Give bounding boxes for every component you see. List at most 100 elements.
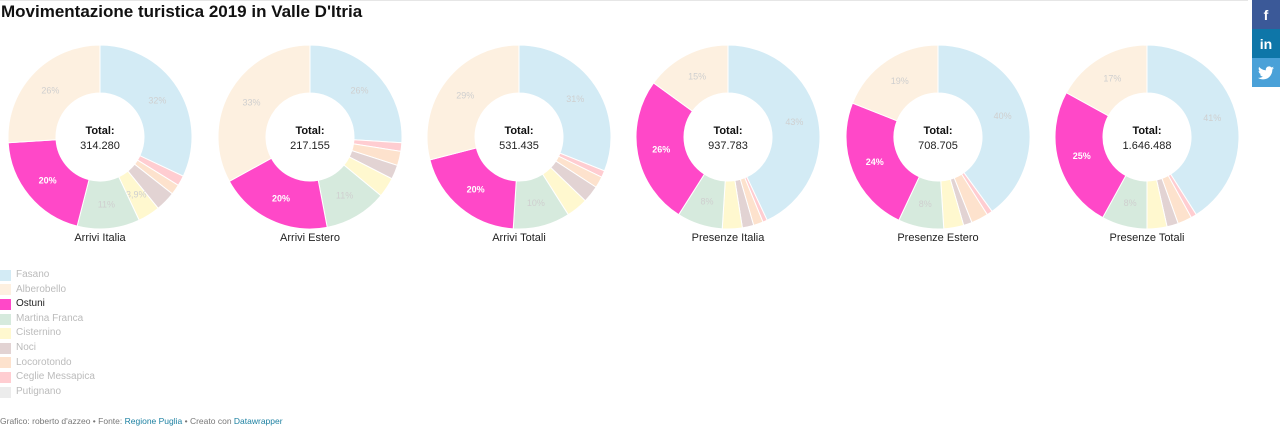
slice-alberobello[interactable] (426, 44, 520, 161)
legend-label: Fasano (16, 269, 50, 280)
footer-credit: Grafico: roberto d'azzeo • Fonte: (0, 416, 125, 426)
slice-fasano[interactable] (518, 44, 612, 172)
legend-swatch (0, 357, 11, 369)
slice-label: 15% (688, 71, 706, 81)
slice-label: 40% (994, 111, 1012, 121)
slice-label: 8% (700, 197, 713, 207)
total-value: 531.435 (499, 140, 539, 152)
legend-item-ostuni[interactable]: Ostuni (0, 297, 95, 312)
legend-label: Martina Franca (16, 312, 84, 324)
slice-label: 10% (527, 198, 545, 208)
slice-label: 20% (272, 194, 290, 204)
slice-label: 11% (336, 191, 353, 201)
total-value: 217.155 (290, 140, 330, 152)
donut-chart: 40% 8% 24% 19% Total: 708.705 Presenze Estero (845, 44, 1031, 244)
legend-swatch (0, 313, 11, 325)
twitter-icon (1258, 65, 1274, 79)
slice-label: 3,9% (126, 190, 147, 200)
slice-label: 31% (566, 94, 584, 104)
source-link[interactable]: Regione Puglia (124, 416, 183, 426)
slice-fasano[interactable] (99, 44, 193, 177)
slice-fasano[interactable] (727, 44, 821, 221)
legend: Fasano Alberobello Ostuni Martina Franca Cis… (0, 268, 95, 399)
legend-swatch (0, 298, 11, 310)
slice-ostuni[interactable] (845, 102, 920, 221)
legend-swatch (0, 371, 11, 383)
slice-ostuni[interactable] (1054, 91, 1127, 219)
social-share-bar: f in (1252, 0, 1280, 87)
datawrapper-link[interactable]: Datawrapper (233, 416, 283, 426)
slice-label: 20% (39, 175, 57, 185)
legend-item-putignano[interactable]: Putignano (0, 385, 95, 400)
total-label: Total: (295, 125, 324, 137)
legend-item-fasano[interactable]: Fasano (0, 268, 95, 283)
chart-title: Movimentazione turistica 2019 in Valle D… (1, 2, 363, 21)
slice-fasano[interactable] (1146, 44, 1240, 216)
slice-label: 26% (652, 145, 670, 155)
chart-subtitle: Arrivi Estero (280, 232, 340, 244)
linkedin-icon: in (1259, 35, 1273, 52)
donut-charts-area: 32% 3,9% 11% 20% 26% Total: 314.280 Arrivi Ital… (0, 32, 1248, 252)
legend-label: Cisternino (16, 327, 62, 339)
facebook-icon: f (1263, 6, 1269, 23)
total-value: 937.783 (708, 140, 748, 152)
total-value: 708.705 (918, 140, 958, 152)
donut-charts-svg: 32% 3,9% 11% 20% 26% Total: 314.280 Arrivi Ital… (7, 44, 1240, 244)
top-divider (0, 0, 1248, 1)
legend-label: Alberobello (16, 283, 67, 295)
facebook-share-button[interactable]: f (1252, 0, 1280, 29)
slice-label: 33% (242, 97, 260, 107)
legend-item-cisternino[interactable]: Cisternino (0, 326, 95, 341)
donut-chart: 43% 8% 26% 15% Total: 937.783 Presenze Italia (635, 44, 821, 244)
slice-alberobello[interactable] (1065, 44, 1148, 117)
slice-label: 43% (785, 117, 803, 127)
legend-swatch (0, 386, 11, 398)
legend-item-alberobello[interactable]: Alberobello (0, 283, 95, 298)
slice-label: 8% (1124, 198, 1137, 208)
donut-chart: 26% 11% 20% 33% Total: 217.155 Arrivi Estero (217, 44, 403, 244)
legend-item-martina-franca[interactable]: Martina Franca (0, 312, 95, 327)
legend-item-noci[interactable]: Noci (0, 341, 95, 356)
chart-subtitle: Presenze Estero (897, 232, 978, 244)
slice-fasano[interactable] (309, 44, 403, 144)
slice-label: 26% (351, 85, 369, 95)
slice-label: 20% (467, 184, 485, 194)
total-label: Total: (1132, 125, 1161, 137)
donut-chart: 41% 8% 25% 17% Total: 1.646.488 Presenze Total… (1054, 44, 1240, 244)
legend-label: Noci (16, 341, 37, 353)
legend-label: Ceglie Messapica (16, 371, 95, 383)
legend-swatch (0, 342, 11, 354)
legend-swatch (0, 284, 11, 296)
linkedin-share-button[interactable]: in (1252, 29, 1280, 58)
total-value: 1.646.488 (1123, 140, 1172, 152)
chart-subtitle: Presenze Totali (1109, 232, 1184, 244)
slice-ostuni[interactable] (635, 82, 706, 216)
twitter-share-button[interactable] (1252, 58, 1280, 87)
slice-alberobello[interactable] (652, 44, 729, 112)
slice-label: 25% (1073, 151, 1091, 161)
legend-item-locorotondo[interactable]: Locorotondo (0, 356, 95, 371)
footer: Grafico: roberto d'azzeo • Fonte: Region… (0, 416, 283, 426)
donut-chart: 31% 10% 20% 29% Total: 531.435 Arrivi Totali (426, 44, 612, 244)
slice-label: 32% (148, 96, 166, 106)
slice-label: 8% (919, 199, 932, 209)
total-label: Total: (713, 125, 742, 137)
chart-subtitle: Arrivi Totali (492, 232, 546, 244)
slice-alberobello[interactable] (217, 44, 311, 183)
legend-label: Locorotondo (16, 356, 72, 368)
slice-label: 17% (1103, 73, 1121, 83)
slice-alberobello[interactable] (7, 44, 101, 144)
chart-subtitle: Arrivi Italia (74, 232, 126, 244)
slice-label: 11% (98, 200, 115, 210)
legend-label: Putignano (16, 385, 62, 397)
legend-swatch (0, 328, 11, 340)
slice-label: 26% (41, 85, 59, 95)
total-label: Total: (504, 125, 533, 137)
footer-created-with: • Creato con (182, 416, 234, 426)
legend-label: Ostuni (16, 298, 45, 310)
slice-label: 24% (866, 157, 884, 167)
slice-alberobello[interactable] (851, 44, 939, 122)
legend-item-ceglie-messapica[interactable]: Ceglie Messapica (0, 370, 95, 385)
slice-fasano[interactable] (937, 44, 1031, 213)
donut-chart: 32% 3,9% 11% 20% 26% Total: 314.280 Arrivi Ital… (7, 44, 193, 244)
